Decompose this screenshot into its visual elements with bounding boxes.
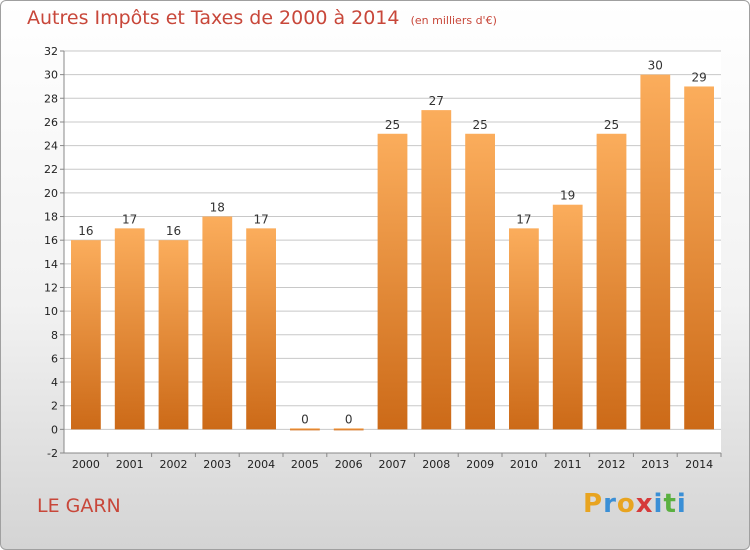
x-tick-label-2001: 2001 [116, 458, 144, 471]
data-label-2003: 18 [210, 201, 225, 215]
y-tick-label: 12 [44, 281, 58, 294]
y-tick-label: 10 [44, 305, 58, 318]
y-tick-label: 24 [44, 140, 58, 153]
proxiti-logo: Proxiti [583, 489, 687, 519]
logo-letter: o [616, 489, 636, 519]
logo-letter: x [635, 489, 654, 519]
data-label-2002: 16 [166, 224, 181, 238]
x-tick-label-2010: 2010 [510, 458, 538, 471]
x-tick-label-2000: 2000 [72, 458, 100, 471]
data-label-2000: 16 [78, 224, 93, 238]
place-name: LE GARN [37, 495, 121, 517]
data-label-2011: 19 [560, 189, 575, 203]
y-tick-label: 6 [51, 352, 58, 365]
chart-title: Autres Impôts et Taxes de 2000 à 2014 [27, 7, 400, 29]
data-label-2001: 17 [122, 212, 137, 226]
logo-letter: i [676, 489, 687, 519]
bar-2010 [509, 228, 539, 430]
data-labels: 16 17 16 18 17 0 0 25 27 25 17 19 25 30 29 [78, 59, 706, 427]
y-tick-label: -2 [47, 447, 58, 460]
x-tick-label-2006: 2006 [335, 458, 363, 471]
y-tick-label: 2 [51, 400, 58, 413]
y-tick-label: 8 [51, 329, 58, 342]
data-label-2007: 25 [385, 118, 400, 132]
bar-2007 [377, 133, 408, 430]
bar-2001 [114, 228, 145, 430]
data-label-2014: 29 [691, 70, 706, 84]
bar-2002 [158, 240, 189, 430]
x-tick-label-2011: 2011 [554, 458, 582, 471]
x-tick-label-2003: 2003 [203, 458, 231, 471]
logo-letter: i [653, 489, 664, 519]
data-label-2008: 27 [429, 94, 444, 108]
y-tick-label: 4 [51, 376, 58, 389]
data-label-2013: 30 [648, 59, 663, 73]
y-tick-label: 30 [44, 69, 58, 82]
y-tick-label: 26 [44, 116, 58, 129]
y-tick-label: 22 [44, 163, 58, 176]
y-tick-label: 0 [51, 423, 58, 436]
logo-letter: r [603, 489, 617, 519]
data-label-2005: 0 [301, 412, 309, 426]
x-tick-label-2005: 2005 [291, 458, 319, 471]
bar-2008 [421, 110, 452, 430]
y-tick-label: 18 [44, 211, 58, 224]
title-row: Autres Impôts et Taxes de 2000 à 2014 (e… [27, 7, 497, 29]
x-tick-label-2002: 2002 [160, 458, 188, 471]
bar-2011 [552, 204, 583, 430]
x-tick-label-2009: 2009 [466, 458, 494, 471]
logo-letter: P [583, 489, 604, 519]
bar-2013 [640, 74, 671, 430]
logo-letter: t [663, 489, 677, 519]
x-tick-label-2012: 2012 [598, 458, 626, 471]
data-label-2004: 17 [253, 212, 268, 226]
bar-2012 [596, 133, 627, 430]
bars [71, 74, 714, 431]
data-label-2010: 17 [516, 212, 531, 226]
bar-2004 [246, 228, 276, 430]
x-tick-label-2013: 2013 [641, 458, 669, 471]
chart-subtitle: (en milliers d'€) [410, 14, 497, 27]
x-tick-label-2007: 2007 [379, 458, 407, 471]
data-label-2006: 0 [345, 412, 353, 426]
bar-2014 [684, 86, 714, 430]
data-label-2009: 25 [472, 118, 487, 132]
bar-2006 [333, 428, 364, 431]
y-tick-label: 16 [44, 234, 58, 247]
data-label-2012: 25 [604, 118, 619, 132]
x-tick-label-2008: 2008 [422, 458, 450, 471]
bar-2000 [71, 240, 101, 430]
y-tick-label: 28 [44, 92, 58, 105]
y-tick-label: 14 [44, 258, 58, 271]
y-tick-label: 32 [44, 45, 58, 58]
bar-2003 [202, 216, 233, 430]
x-tick-label-2004: 2004 [247, 458, 275, 471]
bar-2005 [290, 428, 320, 431]
x-tick-label-2014: 2014 [685, 458, 713, 471]
y-tick-label: 20 [44, 187, 58, 200]
bar-2009 [465, 133, 495, 430]
